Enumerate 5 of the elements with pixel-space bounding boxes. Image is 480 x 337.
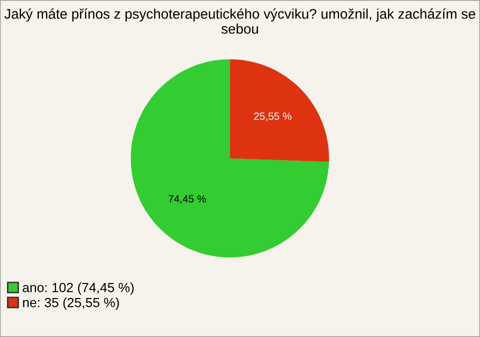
legend-label: ano: 102 (74,45 %)	[22, 282, 134, 295]
data-label: 25,55 %	[254, 112, 292, 122]
data-label: 74,45 %	[168, 195, 206, 204]
legend-label: ne: 35 (25,55 %)	[23, 298, 119, 310]
chart-title: Jaký máte přínos z psychoterapeutického výcviku? umožnil, jak zacházím se sebou	[4, 8, 476, 34]
